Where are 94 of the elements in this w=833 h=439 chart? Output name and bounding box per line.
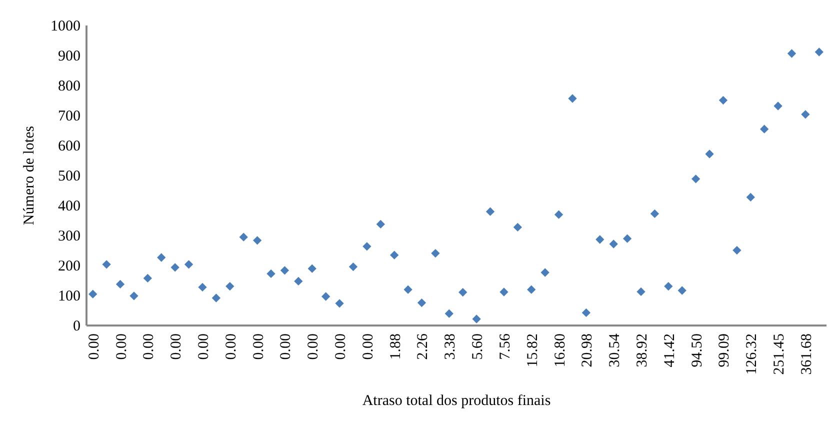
point <box>239 232 248 242</box>
y-tick-label: 200 <box>58 258 80 274</box>
point <box>636 287 646 296</box>
point <box>472 314 481 324</box>
point <box>390 250 399 260</box>
point <box>212 294 221 302</box>
x-tick-label: 251.45 <box>772 334 788 375</box>
point <box>527 285 536 294</box>
point <box>308 264 316 273</box>
point <box>500 288 508 296</box>
x-tick-label: 1.88 <box>388 334 404 360</box>
point <box>540 268 550 277</box>
point <box>774 102 782 110</box>
x-tick-label: 99.09 <box>716 334 733 368</box>
y-tick-label: 600 <box>58 138 80 154</box>
point <box>184 260 194 269</box>
x-tick-label: 0.00 <box>278 334 294 360</box>
point <box>226 282 234 291</box>
x-axis-title: Atraso total dos produtos finais <box>362 392 551 409</box>
point <box>596 235 604 244</box>
x-tick-label: 0.00 <box>223 334 240 360</box>
y-tick-label: 800 <box>58 78 80 94</box>
x-tick-label: 41.42 <box>662 334 678 368</box>
y-tick-label: 900 <box>58 48 80 64</box>
point <box>294 276 303 286</box>
point <box>266 269 276 278</box>
point <box>513 222 522 232</box>
x-tick-label: 361.68 <box>798 334 815 375</box>
point <box>664 282 673 291</box>
point <box>582 308 591 318</box>
point <box>431 248 440 258</box>
y-tick-label: 1000 <box>50 18 80 34</box>
y-tick-label: 300 <box>58 228 80 244</box>
point <box>376 220 385 229</box>
x-tick-label: 30.54 <box>607 333 624 368</box>
point <box>335 299 344 308</box>
point <box>554 210 564 219</box>
x-tick-label: 0.00 <box>168 334 185 360</box>
x-tick-label: 0.00 <box>250 334 267 360</box>
x-tick-label: 0.00 <box>141 334 158 360</box>
x-tick-label: 16.80 <box>552 334 568 368</box>
point <box>609 240 618 248</box>
x-tick-label: 5.60 <box>470 334 486 360</box>
point <box>486 207 495 216</box>
y-tick-label: 400 <box>58 198 80 214</box>
point <box>705 150 714 158</box>
point <box>444 309 454 318</box>
point <box>814 48 824 56</box>
point <box>760 124 769 134</box>
x-tick-label: 94.50 <box>689 334 706 368</box>
x-tick-label: 126.32 <box>744 334 760 375</box>
point <box>622 234 632 243</box>
point <box>102 260 111 269</box>
x-tick-label: 0.00 <box>306 334 322 360</box>
point <box>801 110 810 119</box>
point <box>348 262 358 272</box>
point <box>130 292 138 300</box>
point <box>746 192 755 202</box>
point <box>170 263 180 272</box>
point <box>718 96 728 105</box>
point <box>417 298 426 308</box>
point <box>88 290 98 298</box>
point <box>568 94 577 103</box>
point <box>787 49 796 58</box>
point <box>678 286 686 295</box>
y-tick-label: 0 <box>73 318 80 334</box>
point <box>116 280 125 289</box>
x-tick-label: 3.38 <box>442 334 459 360</box>
x-tick-label: 0.00 <box>333 334 350 360</box>
point <box>143 274 152 283</box>
x-tick-label: 2.26 <box>415 333 432 360</box>
x-tick-label: 0.00 <box>86 334 102 360</box>
x-tick-label: 15.82 <box>524 334 541 368</box>
x-tick-label: 0.00 <box>114 334 130 360</box>
x-tick-label: 38.92 <box>634 334 650 368</box>
point <box>321 292 330 301</box>
x-tick-label: 0.00 <box>196 334 212 360</box>
x-tick-label: 0.00 <box>360 334 376 360</box>
point <box>198 282 207 292</box>
x-tick-label: 7.56 <box>497 333 514 360</box>
point <box>157 253 166 262</box>
point <box>252 236 262 245</box>
y-tick-label: 500 <box>58 168 80 184</box>
y-tick-label: 100 <box>58 288 80 304</box>
point <box>362 242 372 251</box>
point <box>650 209 660 218</box>
y-axis-title: Número de lotes <box>22 126 38 226</box>
point <box>458 288 468 297</box>
point <box>404 285 412 294</box>
y-tick-label: 700 <box>58 108 80 124</box>
x-tick-label: 20.98 <box>580 334 596 368</box>
point <box>691 174 700 184</box>
point <box>280 266 290 275</box>
point <box>732 246 742 255</box>
